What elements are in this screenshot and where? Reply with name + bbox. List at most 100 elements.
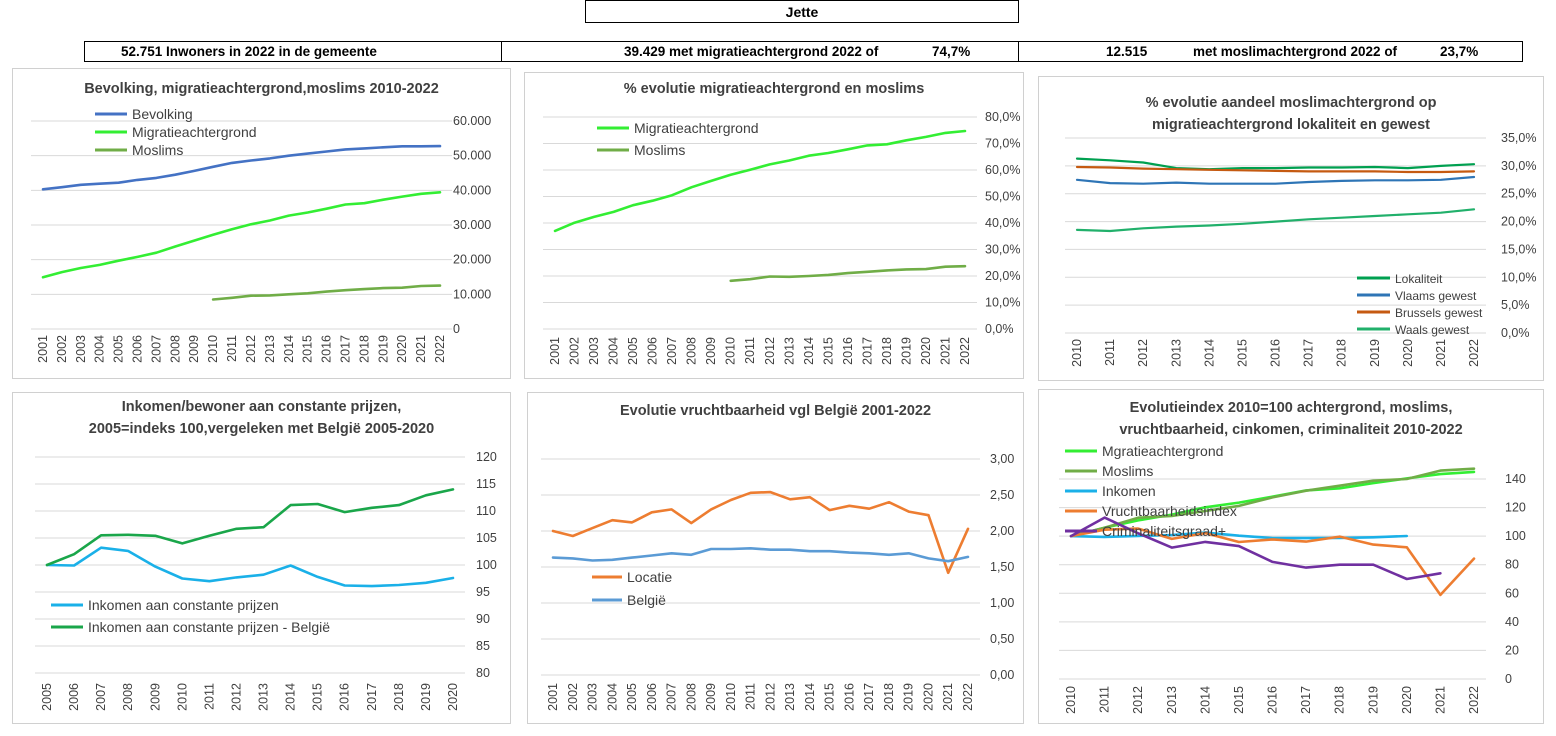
x-tick-label: 2013 xyxy=(782,337,796,365)
x-tick-label: 2014 xyxy=(1198,686,1212,714)
x-tick-label: 2017 xyxy=(365,683,379,711)
legend-label: Moslims xyxy=(132,142,183,158)
y-tick-label: 2,50 xyxy=(990,488,1014,502)
x-tick-label: 2014 xyxy=(802,337,816,365)
y-tick-label: 0,0% xyxy=(1501,326,1530,340)
x-tick-label: 2021 xyxy=(1434,339,1448,367)
series-line-moslims xyxy=(729,264,967,283)
y-tick-label: 0,50 xyxy=(990,632,1014,646)
x-tick-label: 2012 xyxy=(763,683,777,711)
legend-label: Inkomen xyxy=(1102,483,1156,499)
y-tick-label: 20 xyxy=(1505,643,1519,657)
y-tick-label: 0,0% xyxy=(985,322,1014,336)
legend-label: Lokaliteit xyxy=(1395,272,1443,286)
y-tick-label: 85 xyxy=(476,639,490,653)
series-line-migratieachtergrond xyxy=(553,129,967,233)
series-line-moslims xyxy=(211,284,442,301)
chart-evolution-index-svg: 0 20 40 60 80 100 120 140 2010 2011 2012 2013 2014 20… xyxy=(1059,443,1526,714)
y-tick-label: 100 xyxy=(1505,529,1526,543)
y-tick-label: 80 xyxy=(1505,558,1519,572)
series-line-bevolking xyxy=(41,144,442,191)
x-tick-label: 2010 xyxy=(175,683,189,711)
chart-percent-evolution-svg: 0,0% 10,0% 20,0% 30,0% 40,0% 50,0% 60,0% 70,0% 8… xyxy=(543,110,1020,365)
chart-income: Inkomen/bewoner aan constante prijzen, 2… xyxy=(12,392,511,724)
x-tick-label: 2021 xyxy=(941,683,955,711)
chart-population-svg: 0 10.000 20.000 30.000 40.000 50.000 60.000 200… xyxy=(31,106,491,363)
x-tick-label: 2005 xyxy=(626,337,640,365)
series-line-belgi- xyxy=(551,547,970,563)
muslim-percent: 23,7% xyxy=(1440,44,1479,59)
series-line-vlaams-gewest xyxy=(1075,175,1476,185)
x-tick-label: 2006 xyxy=(131,335,145,363)
chart-muslim-share: % evolutie aandeel moslimachtergrond op … xyxy=(1038,76,1544,381)
x-tick-label: 2013 xyxy=(1169,339,1183,367)
series-line-moslims xyxy=(1069,467,1476,538)
legend-label: Moslims xyxy=(634,142,685,158)
chart-title: Bevolking, migratieachtergrond,moslims 2… xyxy=(84,81,439,97)
x-tick-label: 2012 xyxy=(244,335,258,363)
x-tick-label: 2022 xyxy=(1467,686,1481,714)
series-line-lokaliteit xyxy=(1075,157,1476,171)
x-tick-label: 2003 xyxy=(587,337,601,365)
x-tick-label: 2016 xyxy=(842,683,856,711)
series-line-criminaliteitsgraad- xyxy=(1069,516,1442,581)
x-tick-label: 2014 xyxy=(284,683,298,711)
y-tick-label: 10,0% xyxy=(985,296,1020,310)
x-tick-label: 2022 xyxy=(1467,339,1481,367)
x-tick-label: 2016 xyxy=(338,683,352,711)
y-tick-label: 20,0% xyxy=(985,269,1020,283)
series-line-migratieachtergrond xyxy=(41,191,442,279)
x-tick-label: 2012 xyxy=(1131,686,1145,714)
series-line-waals-gewest xyxy=(1075,208,1476,233)
y-tick-label: 30.000 xyxy=(453,218,491,232)
x-tick-label: 2018 xyxy=(1335,339,1349,367)
x-tick-label: 2018 xyxy=(1333,686,1347,714)
series-line-inkomen xyxy=(1069,531,1409,540)
chart-muslim-share-svg: 0,0% 5,0% 10,0% 15,0% 20,0% 25,0% 30,0% 35,0% 20… xyxy=(1065,131,1536,367)
x-tick-label: 2006 xyxy=(67,683,81,711)
legend-label: Locatie xyxy=(627,569,672,585)
x-tick-label: 2021 xyxy=(1433,686,1447,714)
x-tick-label: 2001 xyxy=(546,683,560,711)
y-tick-label: 1,00 xyxy=(990,596,1014,610)
x-tick-label: 2009 xyxy=(187,335,201,363)
muslim-text: met moslimachtergrond 2022 of xyxy=(1193,44,1398,59)
x-tick-label: 2019 xyxy=(899,337,913,365)
legend-label: Vruchtbaarheidsindex xyxy=(1102,503,1237,519)
series-line-vruchtbaarheidsindex xyxy=(1069,527,1476,597)
chart-percent-evolution: % evolutie migratieachtergrond en moslim… xyxy=(524,72,1024,379)
y-tick-label: 80 xyxy=(476,666,490,680)
x-tick-label: 2010 xyxy=(1064,686,1078,714)
x-tick-label: 2015 xyxy=(823,683,837,711)
y-tick-label: 120 xyxy=(476,450,497,464)
y-tick-label: 0 xyxy=(453,322,460,336)
y-tick-label: 60,0% xyxy=(985,163,1020,177)
x-tick-label: 2007 xyxy=(149,335,163,363)
x-tick-label: 2011 xyxy=(1098,686,1112,713)
y-tick-label: 40 xyxy=(1505,615,1519,629)
y-tick-label: 10.000 xyxy=(453,287,491,301)
x-tick-label: 2016 xyxy=(1266,686,1280,714)
legend-label: Migratieachtergrond xyxy=(132,124,257,140)
chart-title-line1: % evolutie aandeel moslimachtergrond op xyxy=(1145,95,1437,111)
y-tick-label: 115 xyxy=(476,477,496,491)
x-tick-label: 2010 xyxy=(1070,339,1084,367)
x-tick-label: 2016 xyxy=(841,337,855,365)
x-tick-label: 2013 xyxy=(1165,686,1179,714)
x-tick-label: 2012 xyxy=(1136,339,1150,367)
x-tick-label: 2020 xyxy=(1401,339,1415,367)
chart-title-line2: vruchtbaarheid, cinkomen, criminaliteit … xyxy=(1119,422,1463,438)
x-tick-label: 2019 xyxy=(902,683,916,711)
y-tick-label: 100 xyxy=(476,558,497,572)
x-tick-label: 2011 xyxy=(1103,339,1117,366)
y-tick-label: 20.000 xyxy=(453,253,491,267)
legend-label: Inkomen aan constante prijzen xyxy=(88,597,279,613)
y-tick-label: 20,0% xyxy=(1501,215,1536,229)
x-tick-label: 2010 xyxy=(724,683,738,711)
chart-title: Evolutie vruchtbaarheid vgl België 2001-… xyxy=(619,403,932,419)
y-tick-label: 30,0% xyxy=(1501,159,1536,173)
x-tick-label: 2004 xyxy=(607,337,621,365)
legend-label: Migratieachtergrond xyxy=(634,120,759,136)
inhabitants-box: 52.751 Inwoners in 2022 in de gemeente xyxy=(84,41,502,62)
y-tick-label: 80,0% xyxy=(985,110,1020,124)
